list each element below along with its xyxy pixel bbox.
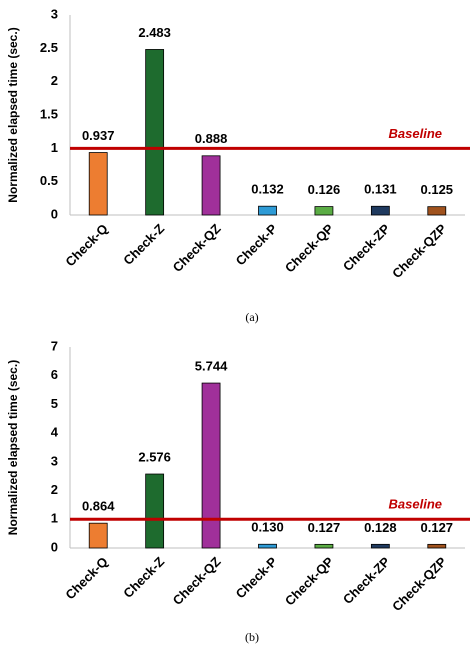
x-tick-label: Check-Q — [62, 554, 110, 602]
x-tick-label: Check-QP — [282, 221, 337, 276]
value-label: 0.127 — [308, 520, 341, 535]
value-label: 0.864 — [82, 499, 115, 514]
y-tick-label: 2.5 — [40, 40, 58, 55]
y-tick-label: 1.5 — [40, 106, 58, 121]
x-tick-label: Check-ZP — [340, 221, 393, 274]
x-tick-label: Check-QZ — [170, 221, 224, 275]
bar — [314, 206, 334, 216]
x-tick-label: Check-P — [233, 554, 281, 602]
value-label: 0.132 — [251, 182, 284, 197]
x-tick-label: Check-QP — [282, 554, 337, 609]
value-label: 0.125 — [421, 182, 454, 197]
bar — [88, 522, 108, 549]
value-label: 5.744 — [195, 359, 228, 374]
value-label: 2.483 — [138, 25, 171, 40]
caption: (b) — [245, 630, 259, 644]
y-tick-label: 2 — [51, 73, 58, 88]
x-tick-label: Check-Q — [62, 221, 110, 269]
bar — [427, 543, 447, 549]
x-tick-label: Check-Z — [120, 221, 167, 268]
bar — [201, 382, 221, 549]
y-tick-label: 0.5 — [40, 173, 58, 188]
value-label: 2.576 — [138, 449, 171, 464]
bar — [314, 543, 334, 549]
bar — [88, 152, 108, 216]
bar — [370, 543, 390, 549]
x-tick-label: Check-ZP — [340, 554, 393, 607]
y-tick-label: 6 — [51, 367, 58, 382]
bar — [258, 543, 277, 549]
y-tick-label: 2 — [51, 482, 58, 497]
y-tick-label: 7 — [51, 338, 58, 353]
x-tick-label: Check-QZ — [170, 554, 224, 608]
bar — [427, 206, 447, 216]
value-label: 0.888 — [195, 131, 228, 146]
baseline-label: Baseline — [389, 126, 442, 141]
y-tick-label: 5 — [51, 396, 58, 411]
x-tick-label: Check-P — [233, 221, 281, 269]
baseline-label: Baseline — [389, 497, 442, 512]
x-tick-label: Check-QZP — [389, 554, 449, 614]
value-label: 0.126 — [308, 182, 341, 197]
y-axis-label: Normalized elapsed time (sec.) — [6, 27, 20, 202]
x-tick-label: Check-Z — [120, 554, 167, 601]
bar — [201, 155, 221, 216]
y-tick-label: 4 — [51, 425, 59, 440]
bar — [145, 49, 165, 216]
value-label: 0.128 — [364, 520, 397, 535]
caption: (a) — [245, 310, 258, 324]
y-tick-label: 0 — [51, 206, 58, 221]
x-tick-label: Check-QZP — [389, 221, 449, 281]
y-tick-label: 3 — [51, 453, 58, 468]
y-tick-label: 1 — [51, 511, 58, 526]
y-tick-label: 3 — [51, 6, 58, 21]
y-axis-label: Normalized elapsed time (sec.) — [6, 360, 20, 535]
bar — [258, 205, 277, 216]
value-label: 0.131 — [364, 182, 397, 197]
y-tick-label: 0 — [51, 539, 58, 554]
value-label: 0.130 — [251, 520, 284, 535]
value-label: 0.937 — [82, 128, 115, 143]
value-label: 0.127 — [421, 520, 454, 535]
bar — [370, 205, 390, 216]
bar — [145, 473, 165, 549]
y-tick-label: 1 — [51, 140, 58, 155]
